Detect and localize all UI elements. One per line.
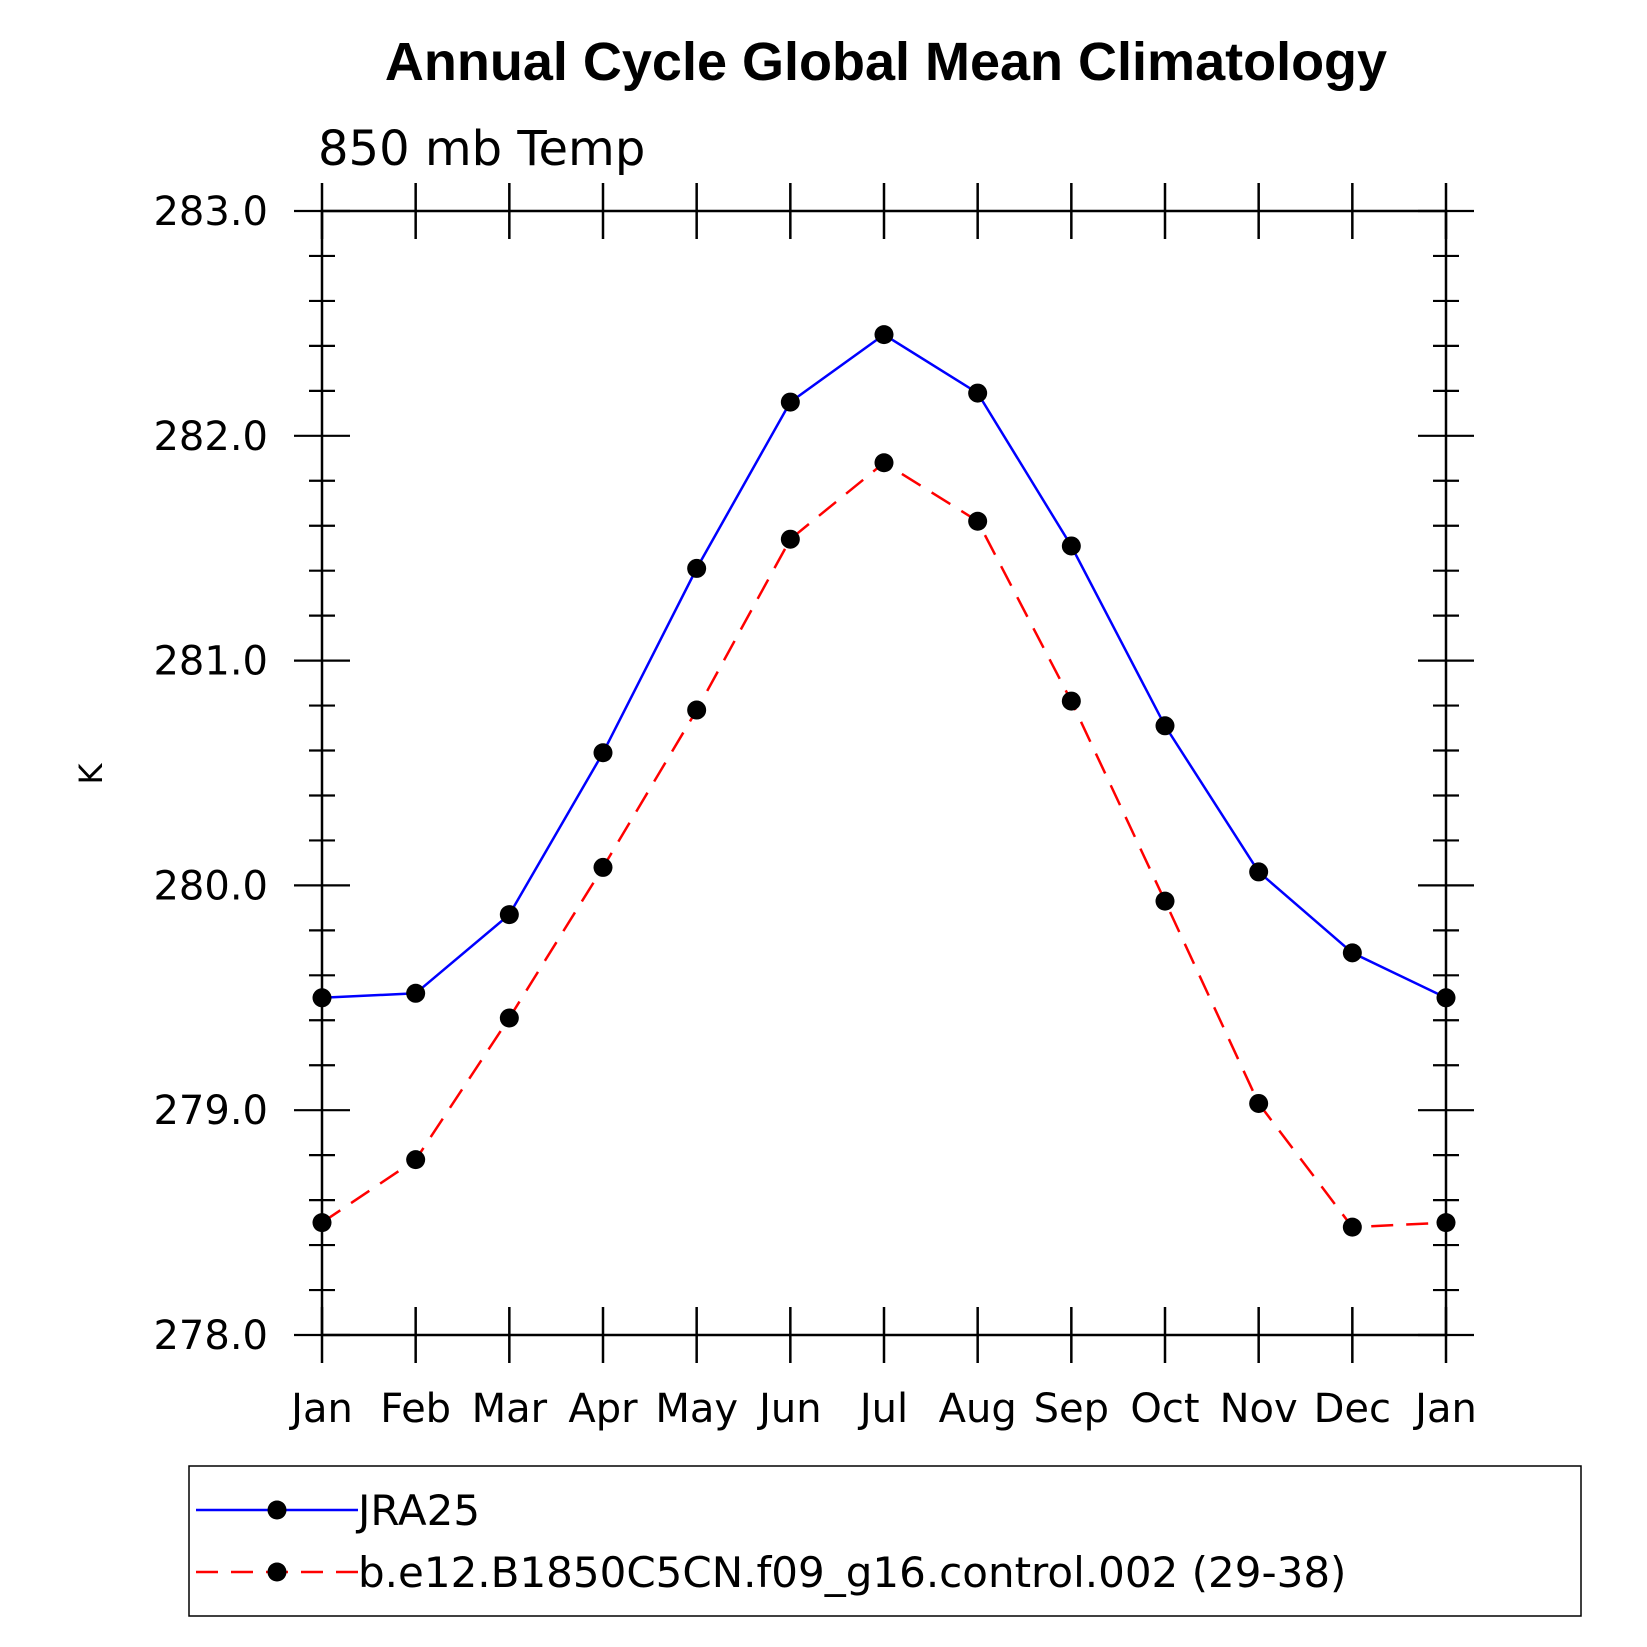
x-tick-label: May	[655, 1386, 738, 1432]
y-tick-label: 283.0	[153, 189, 268, 235]
data-point	[499, 905, 519, 925]
legend-entry-2: b.e12.B1850C5CN.f09_g16.control.002 (29-…	[196, 1548, 1346, 1597]
data-point	[874, 453, 894, 473]
chart-title: Annual Cycle Global Mean Climatology	[385, 32, 1387, 92]
legend-box	[188, 1465, 1582, 1617]
x-tick-label: Aug	[939, 1386, 1017, 1432]
data-point	[874, 325, 894, 345]
plot-frame	[320, 209, 1448, 1337]
x-tick-labels: Jan Feb Mar Apr May Jun Jul Aug Sep Oct Nov Dec Jan	[288, 1386, 1477, 1432]
data-point	[1061, 536, 1081, 556]
chart-subtitle: 850 mb Temp	[318, 121, 645, 177]
series-group	[312, 325, 1456, 1237]
y-tick-label: 278.0	[153, 1313, 268, 1359]
data-point	[406, 1150, 426, 1170]
series-line	[321, 461, 1447, 1229]
x-tick-label: Dec	[1314, 1386, 1391, 1432]
axis-ticks	[294, 183, 1474, 1363]
y-axis-label: K	[72, 762, 110, 784]
data-point	[499, 1008, 519, 1028]
data-point	[1249, 862, 1269, 882]
data-point	[1155, 716, 1175, 736]
data-point	[780, 392, 800, 412]
data-point	[593, 743, 613, 763]
data-point	[968, 383, 988, 403]
data-point	[968, 511, 988, 531]
data-point	[593, 857, 613, 877]
x-tick-label: Jun	[756, 1386, 822, 1432]
x-tick-label: Nov	[1220, 1386, 1298, 1432]
x-tick-label: Oct	[1130, 1386, 1199, 1432]
legend-entry-1: JRA25	[196, 1486, 480, 1535]
x-tick-label: Jan	[288, 1386, 353, 1432]
data-point	[1342, 943, 1362, 963]
data-point	[780, 529, 800, 549]
y-tick-labels: 278.0 279.0 280.0 281.0 282.0 283.0	[153, 189, 268, 1359]
legend-marker	[267, 1500, 287, 1520]
legend: JRA25 b.e12.B1850C5CN.f09_g16.control.002…	[188, 1465, 1582, 1617]
x-tick-label: Jan	[1412, 1386, 1477, 1432]
y-tick-label: 282.0	[153, 414, 268, 460]
x-tick-label: Sep	[1034, 1386, 1109, 1432]
x-tick-label: Apr	[568, 1386, 638, 1432]
x-tick-label: Mar	[472, 1386, 548, 1432]
y-tick-label: 279.0	[153, 1088, 268, 1134]
series-2	[312, 453, 1456, 1237]
series-1	[312, 325, 1456, 1008]
data-point	[1155, 891, 1175, 911]
legend-label: b.e12.B1850C5CN.f09_g16.control.002 (29-…	[358, 1548, 1346, 1597]
data-point	[687, 558, 707, 578]
data-point	[1249, 1093, 1269, 1113]
data-point	[1342, 1217, 1362, 1237]
x-tick-label: Jul	[857, 1386, 908, 1432]
y-tick-label: 281.0	[153, 639, 268, 685]
legend-marker	[267, 1562, 287, 1582]
legend-label: JRA25	[355, 1486, 480, 1535]
x-tick-label: Feb	[380, 1386, 451, 1432]
y-tick-label: 280.0	[153, 863, 268, 909]
data-point	[406, 983, 426, 1003]
data-point	[687, 700, 707, 720]
series-line	[321, 333, 1447, 1000]
data-point	[1061, 691, 1081, 711]
legend-entries: JRA25 b.e12.B1850C5CN.f09_g16.control.002…	[196, 1486, 1346, 1597]
